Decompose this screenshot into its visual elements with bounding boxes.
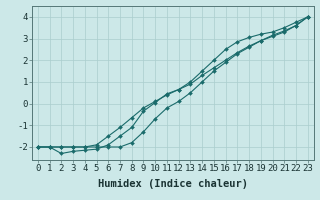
X-axis label: Humidex (Indice chaleur): Humidex (Indice chaleur)	[98, 179, 248, 189]
